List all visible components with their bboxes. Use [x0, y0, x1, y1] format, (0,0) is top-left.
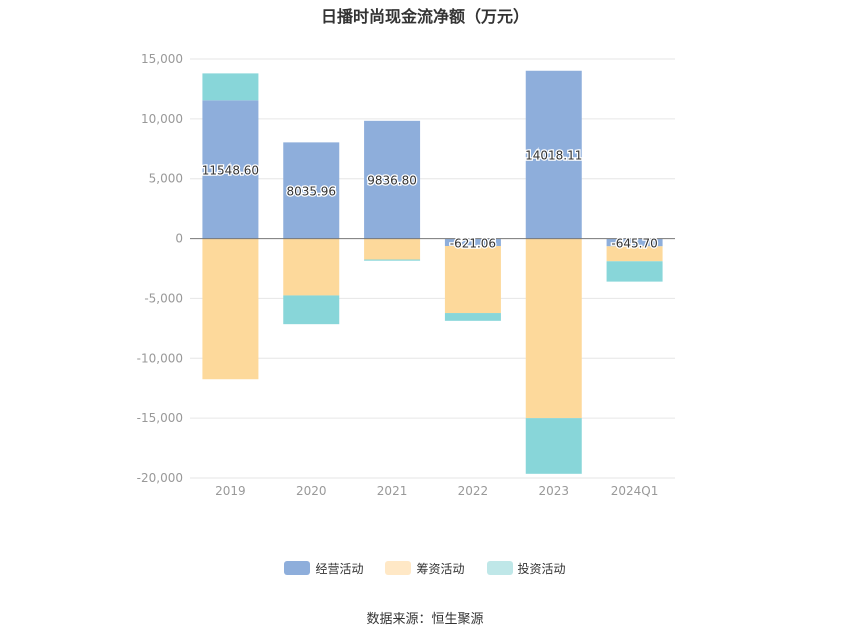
legend: 经营活动 筹资活动 投资活动	[0, 558, 850, 578]
bar-financing	[364, 238, 421, 260]
data-label: 8035.96	[286, 184, 336, 198]
x-tick-label: 2023	[538, 484, 569, 498]
bar-chart: 15,000 10,000 5,000 0 -5,000 -10,000 -15,000 -2…	[137, 52, 675, 498]
data-label: 11548.60	[202, 163, 259, 177]
y-tick-label: 15,000	[141, 52, 183, 66]
legend-item-operating[interactable]: 经营活动	[284, 560, 363, 577]
bar-operating	[525, 70, 582, 239]
chart-title: 日播时尚现金流净额（万元）	[320, 7, 529, 26]
x-tick-label: 2021	[377, 484, 408, 498]
legend-label-investing: 投资活动	[517, 561, 566, 576]
legend-label-financing: 筹资活动	[416, 561, 465, 576]
y-tick-label: -15,000	[137, 411, 183, 425]
x-tick-label: 2020	[296, 484, 327, 498]
bar-investing	[283, 295, 340, 325]
bar-operating	[444, 238, 501, 247]
x-tick-label: 2024Q1	[611, 484, 659, 498]
y-tick-label: -5,000	[144, 291, 183, 305]
x-tick-label: 2019	[215, 484, 246, 498]
data-source: 数据来源：恒生聚源	[366, 612, 484, 627]
legend-swatch-operating	[284, 561, 311, 575]
bar-financing	[202, 238, 259, 380]
bar-operating	[606, 238, 663, 247]
y-tick-label: -20,000	[137, 471, 183, 485]
y-tick-label: 5,000	[149, 172, 183, 186]
legend-swatch-financing	[385, 561, 412, 575]
legend-swatch-investing	[486, 561, 513, 575]
bar-operating	[283, 142, 340, 239]
legend-item-investing[interactable]: 投资活动	[486, 560, 566, 577]
data-label: 14018.11	[525, 149, 582, 163]
bar-operating	[364, 120, 421, 239]
data-label: -645.70	[611, 236, 657, 250]
bar-investing	[606, 261, 663, 282]
bar-financing	[606, 246, 663, 262]
bar-financing	[525, 238, 582, 419]
y-tick-label: -10,000	[137, 351, 183, 365]
y-tick-label: 0	[175, 232, 183, 246]
legend-item-financing[interactable]: 筹资活动	[385, 560, 465, 577]
bar-investing	[444, 313, 501, 321]
y-tick-label: 10,000	[141, 112, 183, 126]
data-label: -621.06	[450, 236, 496, 250]
bar-investing	[364, 259, 421, 261]
bar-financing	[444, 246, 501, 314]
bar-financing	[283, 238, 340, 296]
bar-investing	[202, 73, 259, 101]
bar-operating	[202, 100, 259, 239]
bar-investing	[525, 418, 582, 474]
legend-label-operating: 经营活动	[315, 561, 364, 576]
data-label: 9836.80	[367, 174, 417, 188]
x-tick-label: 2022	[458, 484, 489, 498]
